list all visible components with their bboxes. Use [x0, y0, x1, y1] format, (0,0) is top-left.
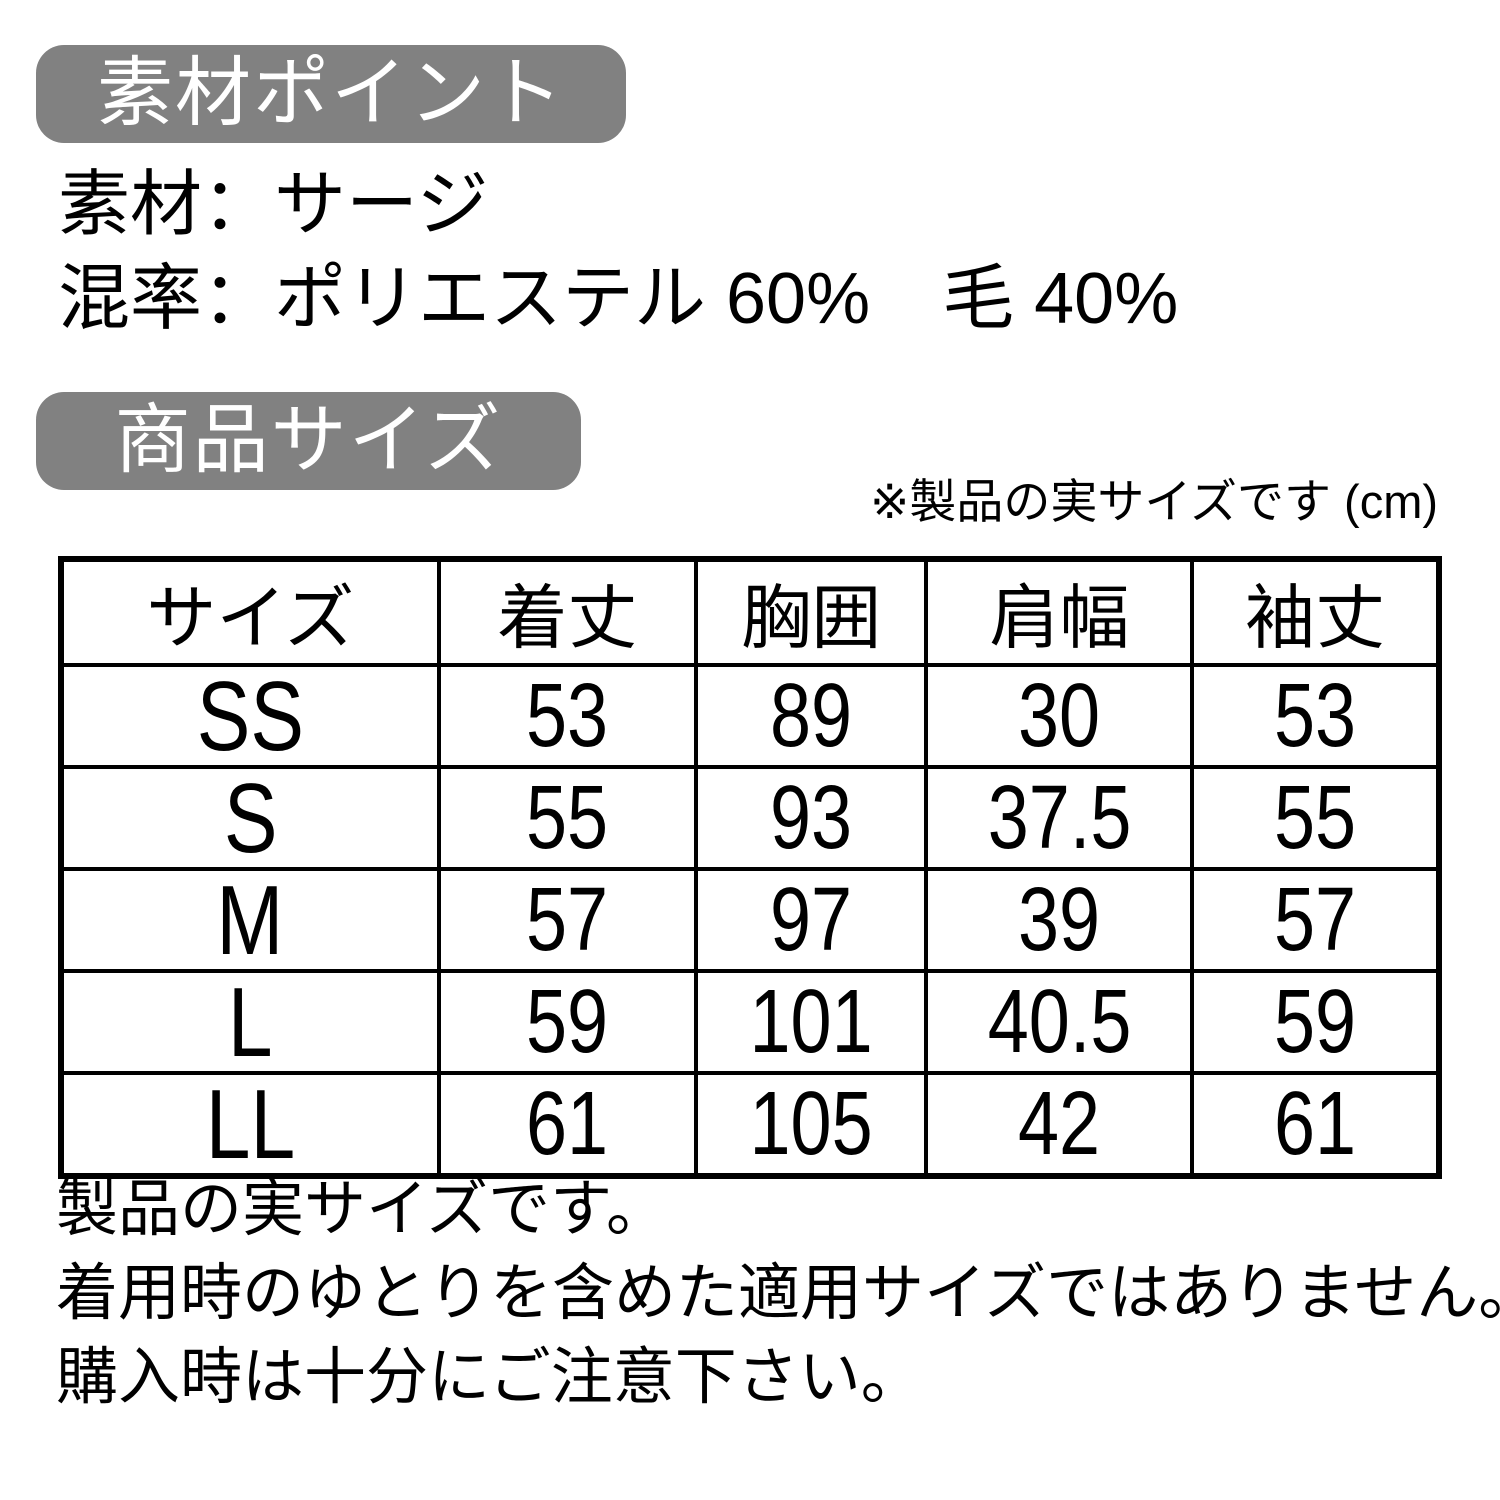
- footnote-line: 着用時のゆとりを含めた適用サイズではありません。: [56, 1259, 1500, 1328]
- cell-sleeve: 55: [1190, 765, 1441, 871]
- table-row-l: L 59 101 40.5 59: [59, 969, 1441, 1075]
- cell-size: L: [59, 969, 441, 1075]
- col-header-sleeve: 袖丈: [1190, 557, 1441, 667]
- size-banner-label: 商品サイズ: [114, 398, 503, 483]
- size-label: LL: [205, 1073, 295, 1176]
- cell-shoulder: 42: [924, 1071, 1195, 1178]
- size-label: SS: [196, 665, 304, 767]
- size-section-banner: 商品サイズ: [36, 392, 581, 490]
- value: 42: [1018, 1074, 1101, 1174]
- cell-shoulder: 37.5: [924, 765, 1195, 871]
- size-label: L: [227, 971, 273, 1073]
- cell-length: 55: [436, 765, 699, 871]
- cell-size: LL: [59, 1071, 441, 1178]
- value: 39: [1018, 870, 1101, 970]
- cell-size: M: [59, 867, 441, 973]
- cell-shoulder: 39: [924, 867, 1195, 973]
- col-header-shoulder: 肩幅: [924, 557, 1195, 667]
- table-row-ss: SS 53 89 30 53: [59, 663, 1441, 769]
- value: 61: [1274, 1074, 1357, 1174]
- size-chart-header-row: サイズ 着丈 胸囲 肩幅 袖丈: [59, 557, 1441, 667]
- cell-shoulder: 30: [924, 663, 1195, 769]
- value: 37.5: [987, 768, 1132, 868]
- value: 61: [526, 1074, 609, 1174]
- value: 101: [749, 972, 873, 1072]
- cell-size: S: [59, 765, 441, 871]
- footnote-line: 製品の実サイズです。: [56, 1175, 668, 1244]
- size-chart-table: サイズ 着丈 胸囲 肩幅 袖丈 SS 53 89 30 53 S 55 93 3…: [58, 556, 1442, 1179]
- value: 97: [770, 870, 853, 970]
- value: 30: [1018, 666, 1101, 766]
- cell-size: SS: [59, 663, 441, 769]
- value: 59: [526, 972, 609, 1072]
- cell-chest: 101: [694, 969, 929, 1075]
- col-header-size: サイズ: [59, 557, 441, 667]
- size-label: S: [223, 767, 278, 869]
- value: 89: [770, 666, 853, 766]
- value: 57: [1274, 870, 1357, 970]
- col-header-chest: 胸囲: [694, 557, 929, 667]
- cell-chest: 97: [694, 867, 929, 973]
- material-banner-label: 素材ポイント: [97, 51, 565, 136]
- value: 53: [526, 666, 609, 766]
- blend-ratio-line: 混率：ポリエステル 60% 毛 40%: [58, 259, 1179, 339]
- size-label: M: [216, 869, 284, 971]
- table-row-ll: LL 61 105 42 61: [59, 1071, 1441, 1178]
- value: 57: [526, 870, 609, 970]
- cell-length: 57: [436, 867, 699, 973]
- material-section-banner: 素材ポイント: [36, 45, 626, 143]
- cell-sleeve: 57: [1190, 867, 1441, 973]
- cell-shoulder: 40.5: [924, 969, 1195, 1075]
- footnote-line: 購入時は十分にご注意下さい。: [56, 1343, 923, 1412]
- col-header-length: 着丈: [436, 557, 699, 667]
- material-line: 素材：サージ: [58, 165, 489, 245]
- cell-sleeve: 59: [1190, 969, 1441, 1075]
- value: 59: [1274, 972, 1357, 1072]
- cell-length: 53: [436, 663, 699, 769]
- value: 40.5: [987, 972, 1132, 1072]
- cell-chest: 105: [694, 1071, 929, 1178]
- size-unit-note: ※製品の実サイズです (cm): [870, 475, 1438, 528]
- cell-length: 61: [436, 1071, 699, 1178]
- table-row-s: S 55 93 37.5 55: [59, 765, 1441, 871]
- cell-sleeve: 53: [1190, 663, 1441, 769]
- value: 93: [770, 768, 853, 868]
- value: 105: [749, 1074, 873, 1174]
- value: 53: [1274, 666, 1357, 766]
- material-details: 素材：サージ 混率：ポリエステル 60% 毛 40%: [58, 158, 1178, 346]
- table-row-m: M 57 97 39 57: [59, 867, 1441, 973]
- cell-chest: 89: [694, 663, 929, 769]
- value: 55: [1274, 768, 1357, 868]
- cell-sleeve: 61: [1190, 1071, 1441, 1178]
- value: 55: [526, 768, 609, 868]
- cell-chest: 93: [694, 765, 929, 871]
- size-footnotes: 製品の実サイズです。 着用時のゆとりを含めた適用サイズではありません。 購入時は…: [56, 1168, 1500, 1420]
- cell-length: 59: [436, 969, 699, 1075]
